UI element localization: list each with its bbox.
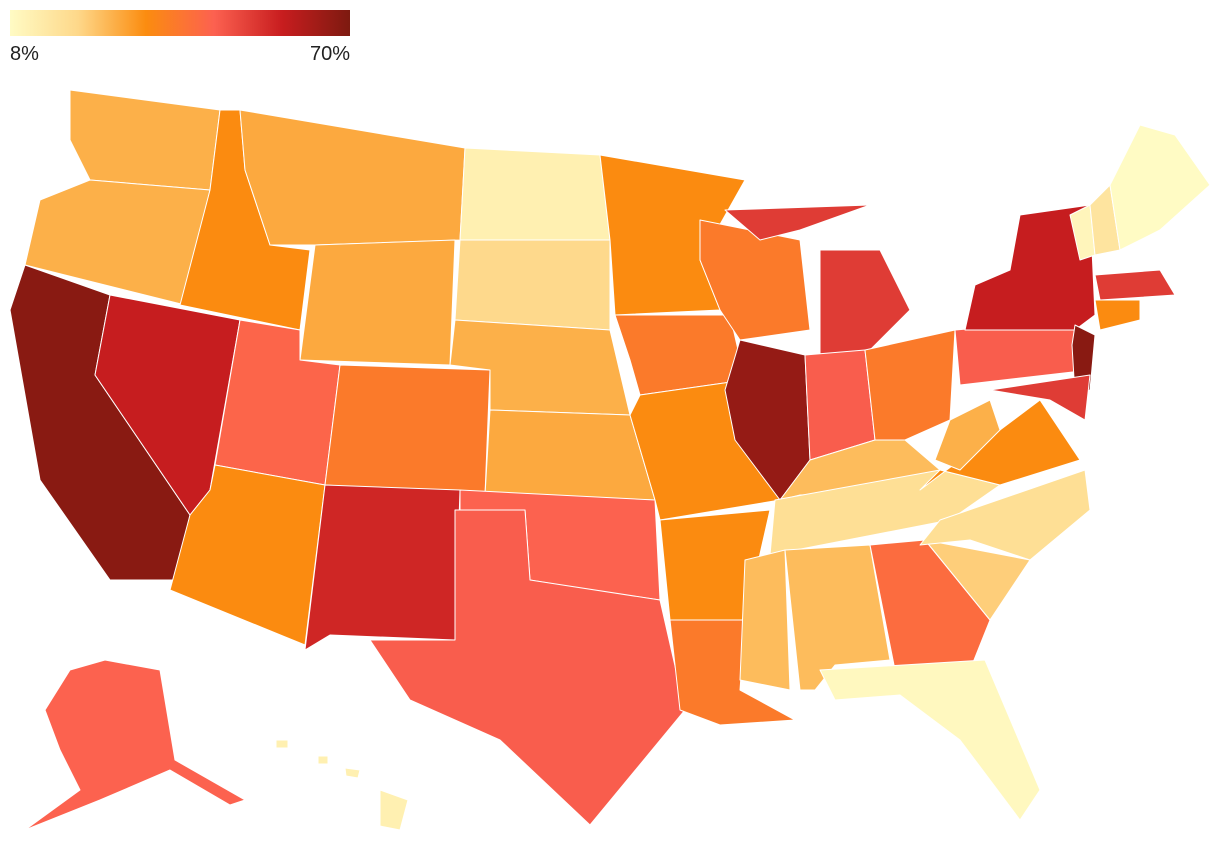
state xyxy=(369,509,686,826)
state xyxy=(304,484,461,651)
state xyxy=(864,329,956,441)
state xyxy=(869,539,991,671)
state xyxy=(919,469,1091,561)
state xyxy=(769,469,1001,556)
state xyxy=(924,539,1031,621)
state xyxy=(299,239,456,366)
state xyxy=(724,204,911,356)
state xyxy=(1094,299,1141,331)
state xyxy=(239,109,466,246)
state xyxy=(964,204,1096,331)
legend-label: 70% xyxy=(310,43,350,65)
state xyxy=(934,399,1001,471)
state xyxy=(459,147,611,241)
state xyxy=(324,364,491,496)
state xyxy=(819,659,1041,821)
legend-label: 8% xyxy=(10,43,39,65)
state xyxy=(69,89,221,191)
states xyxy=(9,89,1211,831)
state xyxy=(484,409,656,501)
state xyxy=(24,179,211,306)
state xyxy=(1109,124,1211,251)
state xyxy=(275,739,409,831)
legend-bar xyxy=(10,10,350,36)
state xyxy=(739,549,791,691)
state xyxy=(24,659,246,831)
state xyxy=(989,374,1091,421)
state xyxy=(454,239,611,331)
state xyxy=(1094,269,1176,301)
